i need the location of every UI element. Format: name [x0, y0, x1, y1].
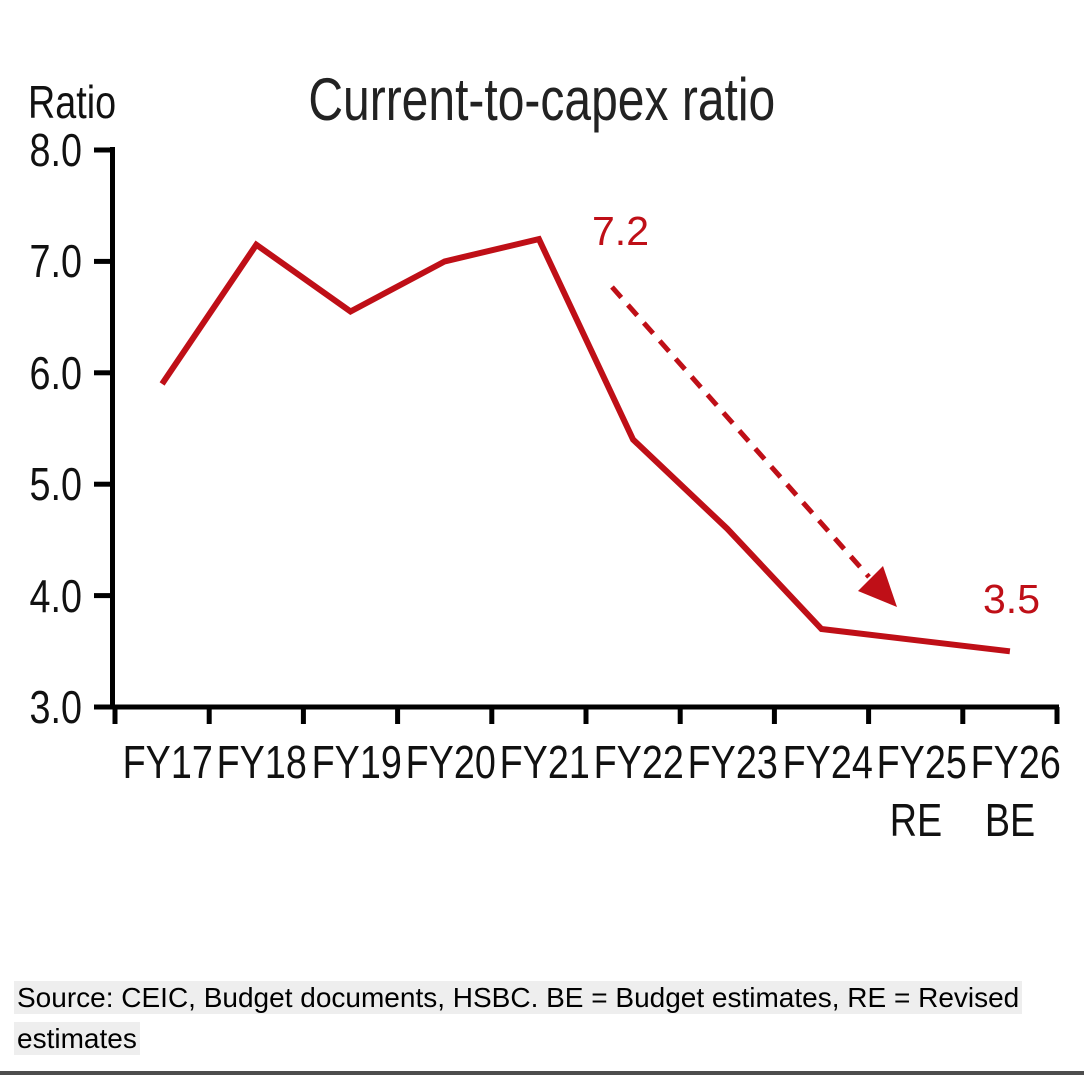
y-axis-tick-label: 7.0 — [29, 235, 82, 288]
x-axis-label: FY17 — [122, 736, 213, 788]
annotation-peak-value: 7.2 — [592, 208, 649, 254]
x-axis-label: FY24 — [782, 736, 873, 788]
x-axis-label: FY22 — [593, 736, 684, 788]
x-axis-label: FY20 — [405, 736, 496, 788]
source-note-line1: Source: CEIC, Budget documents, HSBC. BE… — [14, 981, 1023, 1014]
x-axis-sub-label: BE — [984, 794, 1036, 846]
y-axis-tick-label: 3.0 — [29, 681, 82, 733]
source-note: Source: CEIC, Budget documents, HSBC. BE… — [14, 977, 1023, 1059]
x-axis-label: FY19 — [311, 736, 402, 788]
ratio-line-series — [159, 235, 1011, 655]
bottom-divider-rule — [0, 1071, 1084, 1075]
x-axis-ticks — [112, 707, 1060, 724]
chart-title: Current-to-capex ratio — [0, 70, 1084, 130]
y-axis-tick-label: 8.0 — [29, 124, 82, 176]
decline-arrow-head — [858, 566, 897, 607]
source-note-line2: estimates — [14, 1022, 140, 1055]
y-axis-tick-label: 5.0 — [29, 458, 82, 511]
annotation-end-value: 3.5 — [983, 576, 1040, 622]
chart-title-text: Current-to-capex ratio — [308, 66, 776, 133]
y-axis-ticks — [94, 147, 110, 710]
x-axis-label: FY23 — [687, 736, 779, 788]
y-axis-tick-label: 4.0 — [29, 569, 82, 622]
x-axis-label: FY25 — [876, 736, 967, 788]
y-axis-tick-label: 6.0 — [29, 346, 82, 399]
x-axis-sub-label: RE — [889, 794, 942, 846]
y-axis-unit-label: Ratio — [28, 76, 117, 128]
x-axis-label: FY26 — [970, 736, 1061, 788]
x-axis-label: FY21 — [499, 736, 590, 788]
decline-arrow-shaft — [610, 285, 871, 579]
x-axis-label: FY18 — [216, 736, 308, 788]
